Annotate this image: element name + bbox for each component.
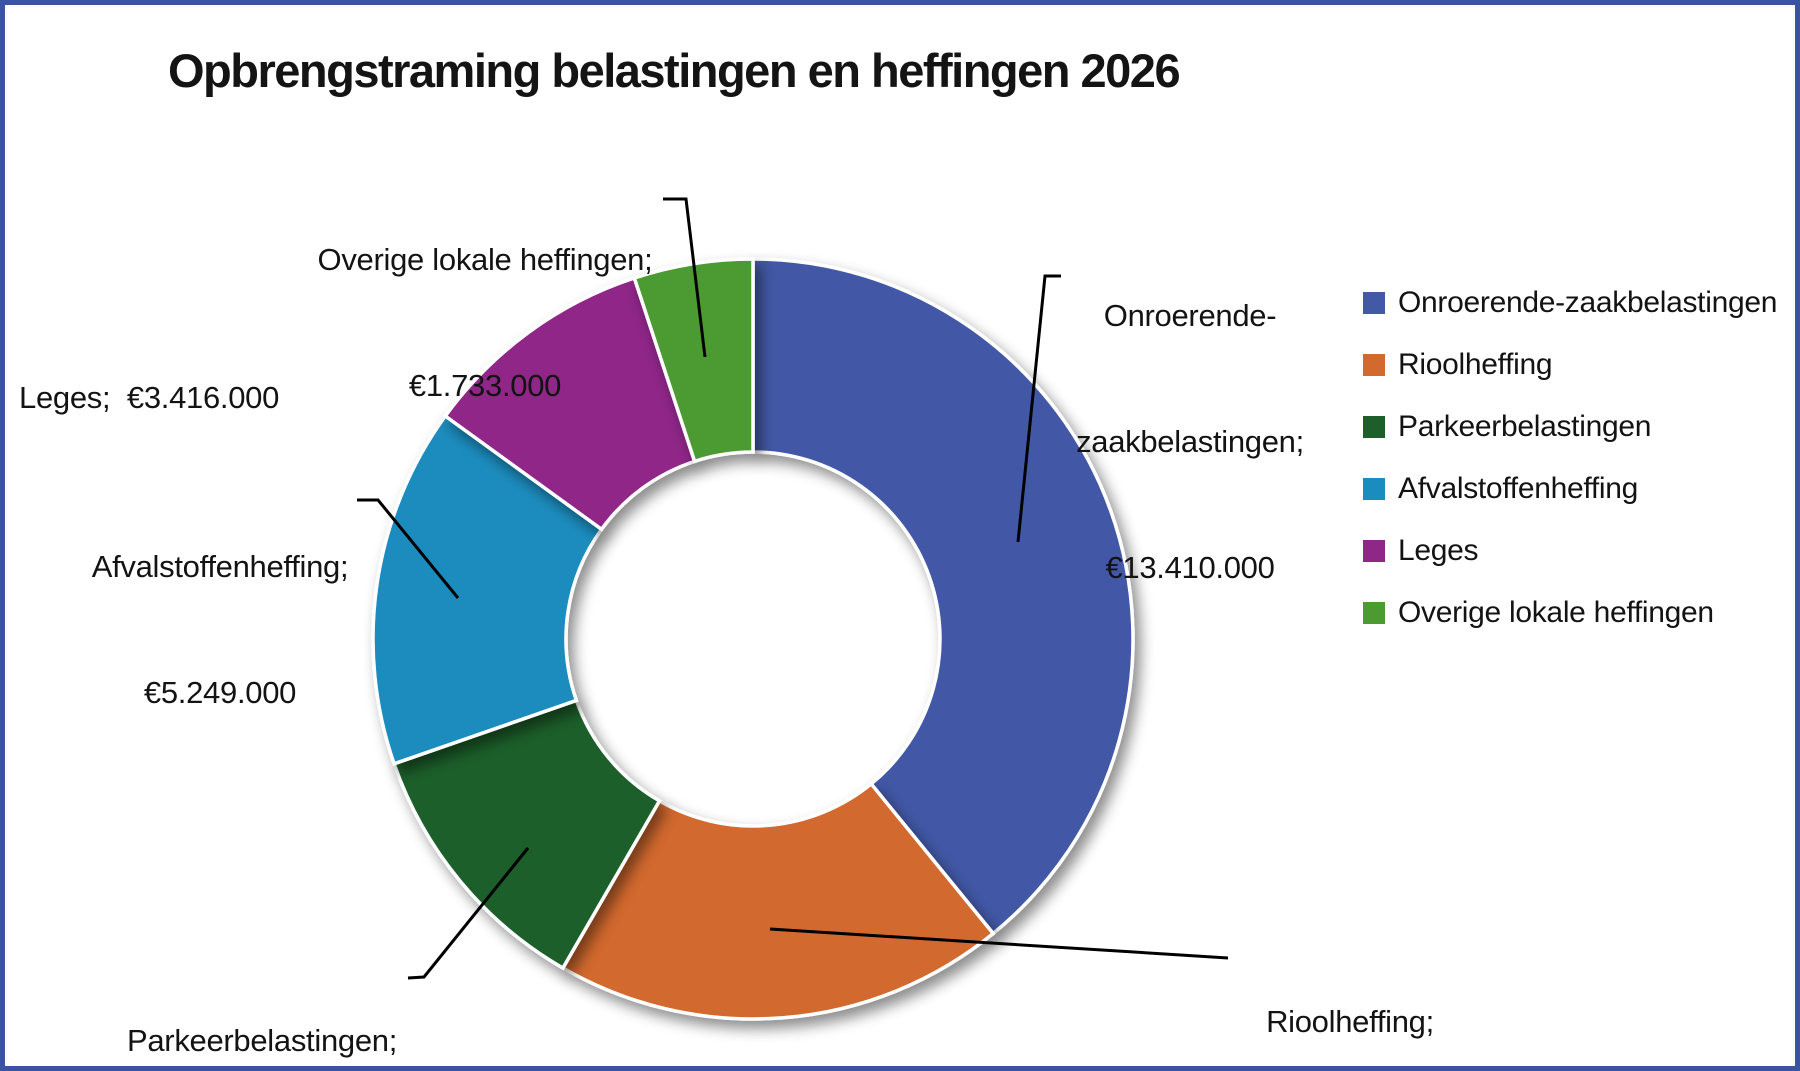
data-label-line: Parkeerbelastingen;: [126, 1023, 398, 1058]
legend-swatch-onroerende-zaakbelastingen: [1363, 292, 1385, 314]
data-label-line: Leges; €3.416.000: [19, 380, 280, 415]
leader-line-onroerende-zaakbelastingen: [1016, 274, 1061, 543]
legend-swatch-leges: [1363, 540, 1385, 562]
legend-label: Parkeerbelastingen: [1398, 410, 1652, 443]
data-label-line: Overige lokale heffingen;: [317, 242, 653, 277]
donut-slice-afvalstoffenheffing: [371, 413, 605, 767]
legend-label: Overige lokale heffingen: [1398, 596, 1714, 629]
data-label-line: zaakbelastingen;: [1076, 424, 1304, 459]
data-label-overige-lokale-heffingen: Overige lokale heffingen; €1.733.000: [265, 155, 705, 491]
legend-item-rioolheffing: Rioolheffing: [1363, 334, 1777, 396]
legend-swatch-afvalstoffenheffing: [1363, 478, 1385, 500]
legend-swatch-rioolheffing: [1363, 354, 1385, 376]
data-label-line: Rioolheffing;: [1266, 1004, 1434, 1039]
legend-item-parkeerbelastingen: Parkeerbelastingen: [1363, 396, 1777, 458]
leader-line-parkeerbelastingen: [407, 847, 530, 980]
data-label-afvalstoffenheffing: Afvalstoffenheffing; €5.249.000: [30, 462, 410, 798]
donut-slice-overige-lokale-heffingen: [632, 257, 755, 464]
leader-line-overige-lokale-heffingen: [663, 197, 707, 358]
legend-swatch-parkeerbelastingen: [1363, 416, 1385, 438]
legend: Onroerende-zaakbelastingen Rioolheffing …: [1363, 272, 1777, 644]
data-label-parkeerbelastingen: Parkeerbelastingen; €3.886.000: [62, 936, 462, 1066]
legend-item-overige-lokale-heffingen: Overige lokale heffingen: [1363, 582, 1777, 644]
data-label-value: €5.249.000: [143, 675, 297, 710]
leader-line-afvalstoffenheffing: [357, 498, 460, 599]
legend-swatch-overige-lokale-heffingen: [1363, 602, 1385, 624]
donut-chart: [357, 197, 1229, 1021]
leader-line-rioolheffing: [769, 927, 1229, 960]
legend-item-leges: Leges: [1363, 520, 1777, 582]
data-label-line: Afvalstoffenheffing;: [91, 549, 349, 584]
donut-slice-rioolheffing: [560, 781, 996, 1021]
data-label-onroerende-zaakbelastingen: Onroerende- zaakbelastingen; €13.410.000: [990, 211, 1390, 673]
legend-label: Leges: [1398, 534, 1479, 567]
data-label-rioolheffing: Rioolheffing; €6.592.000: [1170, 917, 1530, 1066]
legend-item-afvalstoffenheffing: Afvalstoffenheffing: [1363, 458, 1777, 520]
donut-slice-parkeerbelastingen: [391, 698, 662, 971]
data-label-leges: Leges; €3.416.000: [19, 293, 449, 503]
legend-label: Rioolheffing: [1398, 348, 1553, 381]
donut-slice-onroerende-zaakbelastingen: [751, 257, 1135, 936]
data-label-value: €1.733.000: [408, 368, 562, 403]
chart-title: Opbrengstraming belastingen en heffingen…: [168, 44, 1181, 97]
legend-item-onroerende-zaakbelastingen: Onroerende-zaakbelastingen: [1363, 272, 1777, 334]
legend-label: Onroerende-zaakbelastingen: [1398, 286, 1778, 319]
data-label-line: Onroerende-: [1103, 298, 1277, 333]
data-label-value: €13.410.000: [1105, 550, 1275, 585]
legend-label: Afvalstoffenheffing: [1398, 472, 1639, 505]
